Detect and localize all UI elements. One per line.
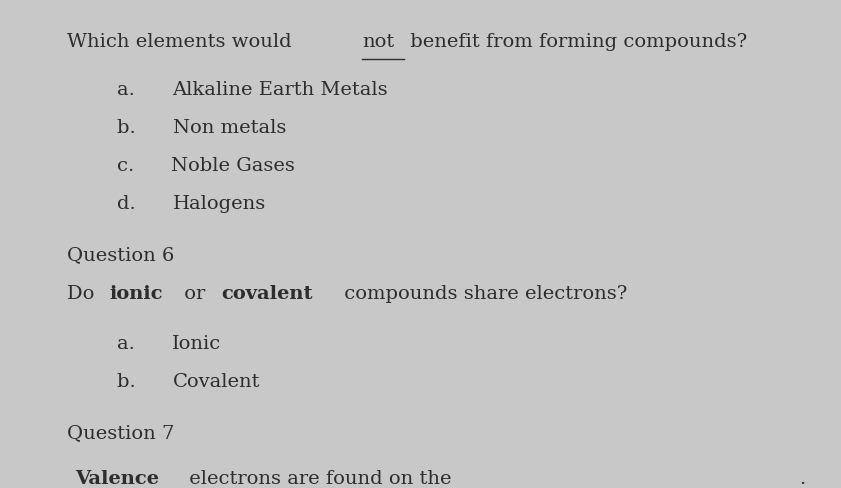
Text: b.: b.	[117, 373, 161, 391]
Text: Alkaline Earth Metals: Alkaline Earth Metals	[172, 81, 388, 99]
Text: electrons are found on the: electrons are found on the	[182, 469, 451, 488]
Text: b.: b.	[117, 119, 161, 137]
Text: covalent: covalent	[221, 285, 313, 304]
Text: or: or	[178, 285, 212, 304]
Text: compounds share electrons?: compounds share electrons?	[338, 285, 627, 304]
Text: Non metals: Non metals	[172, 119, 286, 137]
Text: Covalent: Covalent	[172, 373, 261, 391]
Text: Do: Do	[66, 285, 100, 304]
Text: .: .	[799, 469, 806, 488]
Text: Noble Gases: Noble Gases	[171, 157, 294, 175]
Text: Halogens: Halogens	[172, 195, 266, 213]
Text: ionic: ionic	[110, 285, 163, 304]
Text: a.: a.	[117, 81, 160, 99]
Text: Question 7: Question 7	[66, 424, 174, 442]
Text: Valence: Valence	[75, 469, 159, 488]
Text: Ionic: Ionic	[172, 335, 221, 353]
Text: Which elements would: Which elements would	[66, 33, 298, 51]
Text: Question 6: Question 6	[66, 246, 174, 264]
Text: not: not	[362, 33, 394, 51]
Text: a.: a.	[117, 335, 160, 353]
Text: c.: c.	[117, 157, 159, 175]
Text: benefit from forming compounds?: benefit from forming compounds?	[404, 33, 747, 51]
Text: d.: d.	[117, 195, 161, 213]
